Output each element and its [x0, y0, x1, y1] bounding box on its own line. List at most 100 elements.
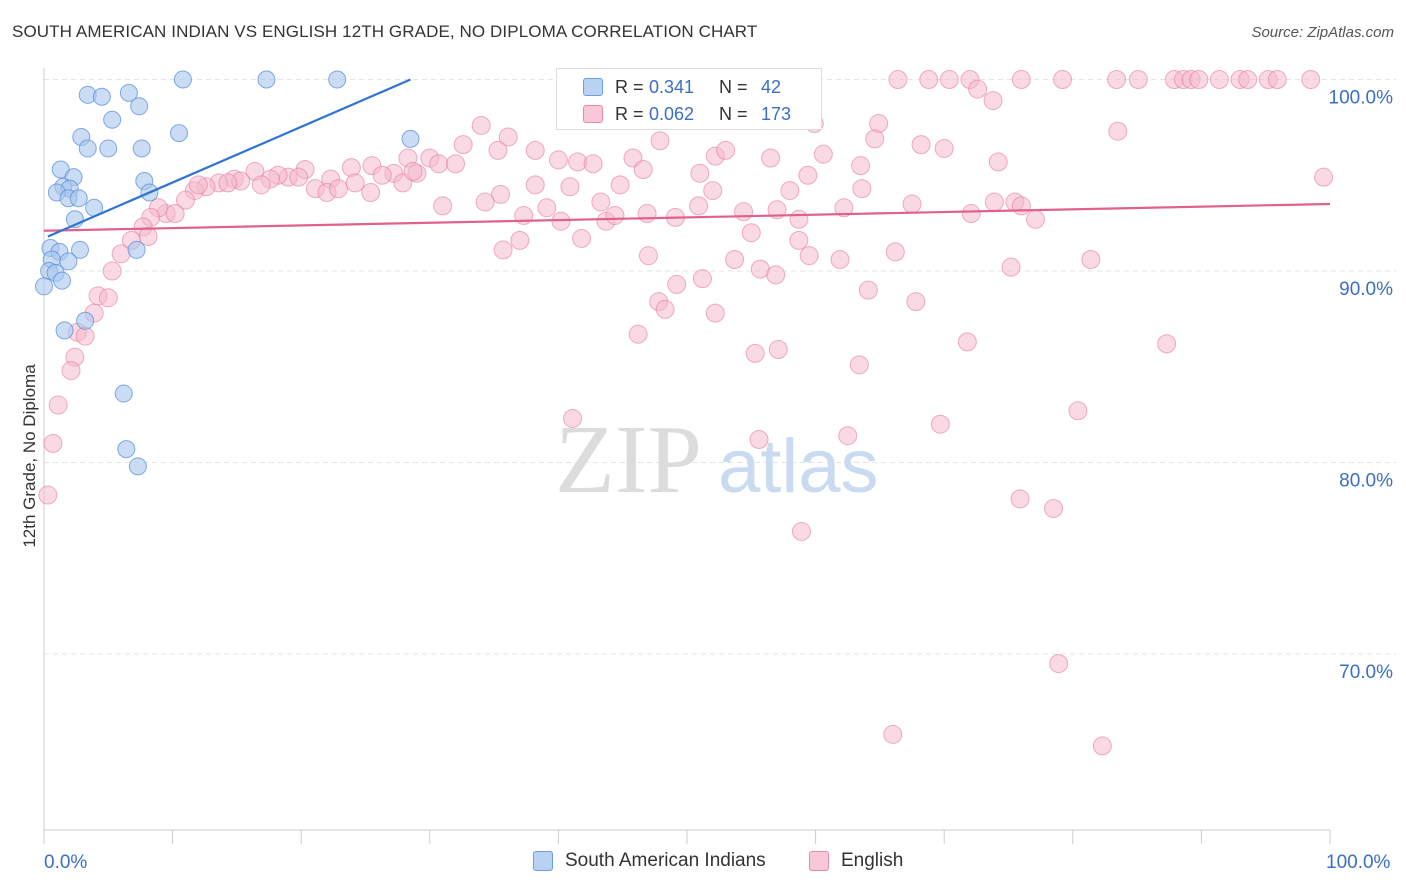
- english-point: [983, 91, 1003, 111]
- south-american-indian-trend-line: [47, 78, 411, 238]
- south-american-indian-point: [76, 311, 95, 330]
- english-point: [48, 395, 68, 415]
- english-point: [493, 240, 513, 260]
- english-point: [429, 154, 449, 174]
- english-point: [791, 521, 811, 541]
- south-american-indian-point: [55, 321, 74, 340]
- south-american-indian-point: [257, 70, 276, 89]
- english-point: [188, 175, 208, 195]
- bottom-legend-swatch-pink: [809, 851, 829, 871]
- english-point: [911, 135, 931, 155]
- english-point: [583, 154, 603, 174]
- legend-n-value: 173: [761, 103, 792, 124]
- english-point: [43, 433, 63, 453]
- english-point: [61, 361, 81, 381]
- english-point: [1044, 498, 1064, 518]
- english-point: [488, 140, 508, 160]
- english-point: [741, 223, 761, 243]
- bottom-legend-label-pink: English: [841, 850, 904, 871]
- english-point: [102, 261, 122, 281]
- english-points: [38, 70, 1334, 756]
- english-point: [591, 192, 611, 212]
- legend-r-value: 0.341: [649, 76, 695, 97]
- south-american-indian-point: [53, 271, 72, 290]
- english-point: [883, 724, 903, 744]
- bottom-legend-pink: English: [809, 850, 903, 872]
- english-point: [689, 196, 709, 216]
- bottom-legend-blue: South American Indians: [533, 850, 766, 872]
- x-tick-min: 0.0%: [44, 852, 88, 873]
- english-point: [798, 165, 818, 185]
- english-point: [1189, 70, 1209, 89]
- english-point: [934, 138, 954, 158]
- english-point: [372, 165, 392, 185]
- english-point: [851, 156, 871, 176]
- south-american-indian-point: [117, 440, 136, 459]
- english-point: [725, 250, 745, 270]
- english-point: [251, 175, 271, 195]
- watermark: ZIP atlas: [555, 406, 879, 514]
- english-point: [111, 244, 131, 264]
- axes: [43, 68, 1331, 844]
- english-point: [761, 148, 781, 168]
- english-point: [968, 79, 988, 99]
- english-point: [858, 280, 878, 300]
- legend-swatch-blue: [583, 78, 603, 96]
- english-point: [628, 324, 648, 344]
- english-point: [789, 230, 809, 250]
- south-american-indian-point: [132, 139, 151, 158]
- english-point: [1053, 70, 1073, 89]
- english-point: [1049, 654, 1069, 674]
- legend-swatch-pink: [583, 105, 603, 123]
- english-point: [361, 182, 381, 202]
- english-point: [767, 200, 787, 220]
- legend-r-value: 0.062: [649, 103, 695, 124]
- english-point: [446, 154, 466, 174]
- english-point: [930, 414, 950, 434]
- english-point: [38, 485, 58, 505]
- y-axis-label: 12th Grade, No Diploma: [20, 364, 39, 548]
- legend-row-blue: R = 0.341 N = 42: [557, 74, 781, 100]
- english-point: [328, 179, 348, 199]
- south-american-indian-point: [103, 110, 122, 129]
- english-point: [560, 177, 580, 197]
- english-point: [218, 173, 238, 193]
- english-point: [475, 192, 495, 212]
- english-point: [834, 198, 854, 218]
- english-point: [705, 303, 725, 323]
- english-point: [703, 181, 723, 201]
- english-point: [813, 144, 833, 164]
- english-point: [799, 246, 819, 266]
- english-point: [1157, 334, 1177, 354]
- y-tick-label: 100.0%: [1329, 88, 1394, 109]
- english-point: [1107, 70, 1127, 89]
- english-point: [906, 292, 926, 312]
- bottom-legend-swatch-blue: [533, 851, 553, 871]
- south-american-indian-points: [35, 70, 420, 476]
- english-point: [888, 70, 908, 89]
- english-point: [849, 355, 869, 375]
- english-point: [1001, 257, 1021, 277]
- south-american-indian-point: [99, 139, 118, 158]
- english-point: [988, 152, 1008, 172]
- south-american-indian-point: [127, 240, 146, 259]
- english-point: [1026, 209, 1046, 229]
- english-point: [403, 161, 423, 181]
- english-point: [572, 228, 592, 248]
- english-point: [453, 135, 473, 155]
- english-point: [734, 202, 754, 222]
- english-point: [885, 242, 905, 262]
- bottom-legend-label-blue: South American Indians: [565, 850, 766, 871]
- legend-n-label: N =: [719, 76, 748, 97]
- south-american-indian-point: [173, 70, 192, 89]
- english-trend-line: [43, 202, 1331, 232]
- english-point: [605, 205, 625, 225]
- english-point: [638, 246, 658, 266]
- english-point: [633, 160, 653, 180]
- south-american-indian-point: [119, 83, 138, 102]
- english-point: [961, 204, 981, 224]
- english-point: [175, 190, 195, 210]
- english-point: [1314, 167, 1334, 187]
- english-point: [1301, 70, 1321, 89]
- legend-n-value: 42: [761, 76, 782, 97]
